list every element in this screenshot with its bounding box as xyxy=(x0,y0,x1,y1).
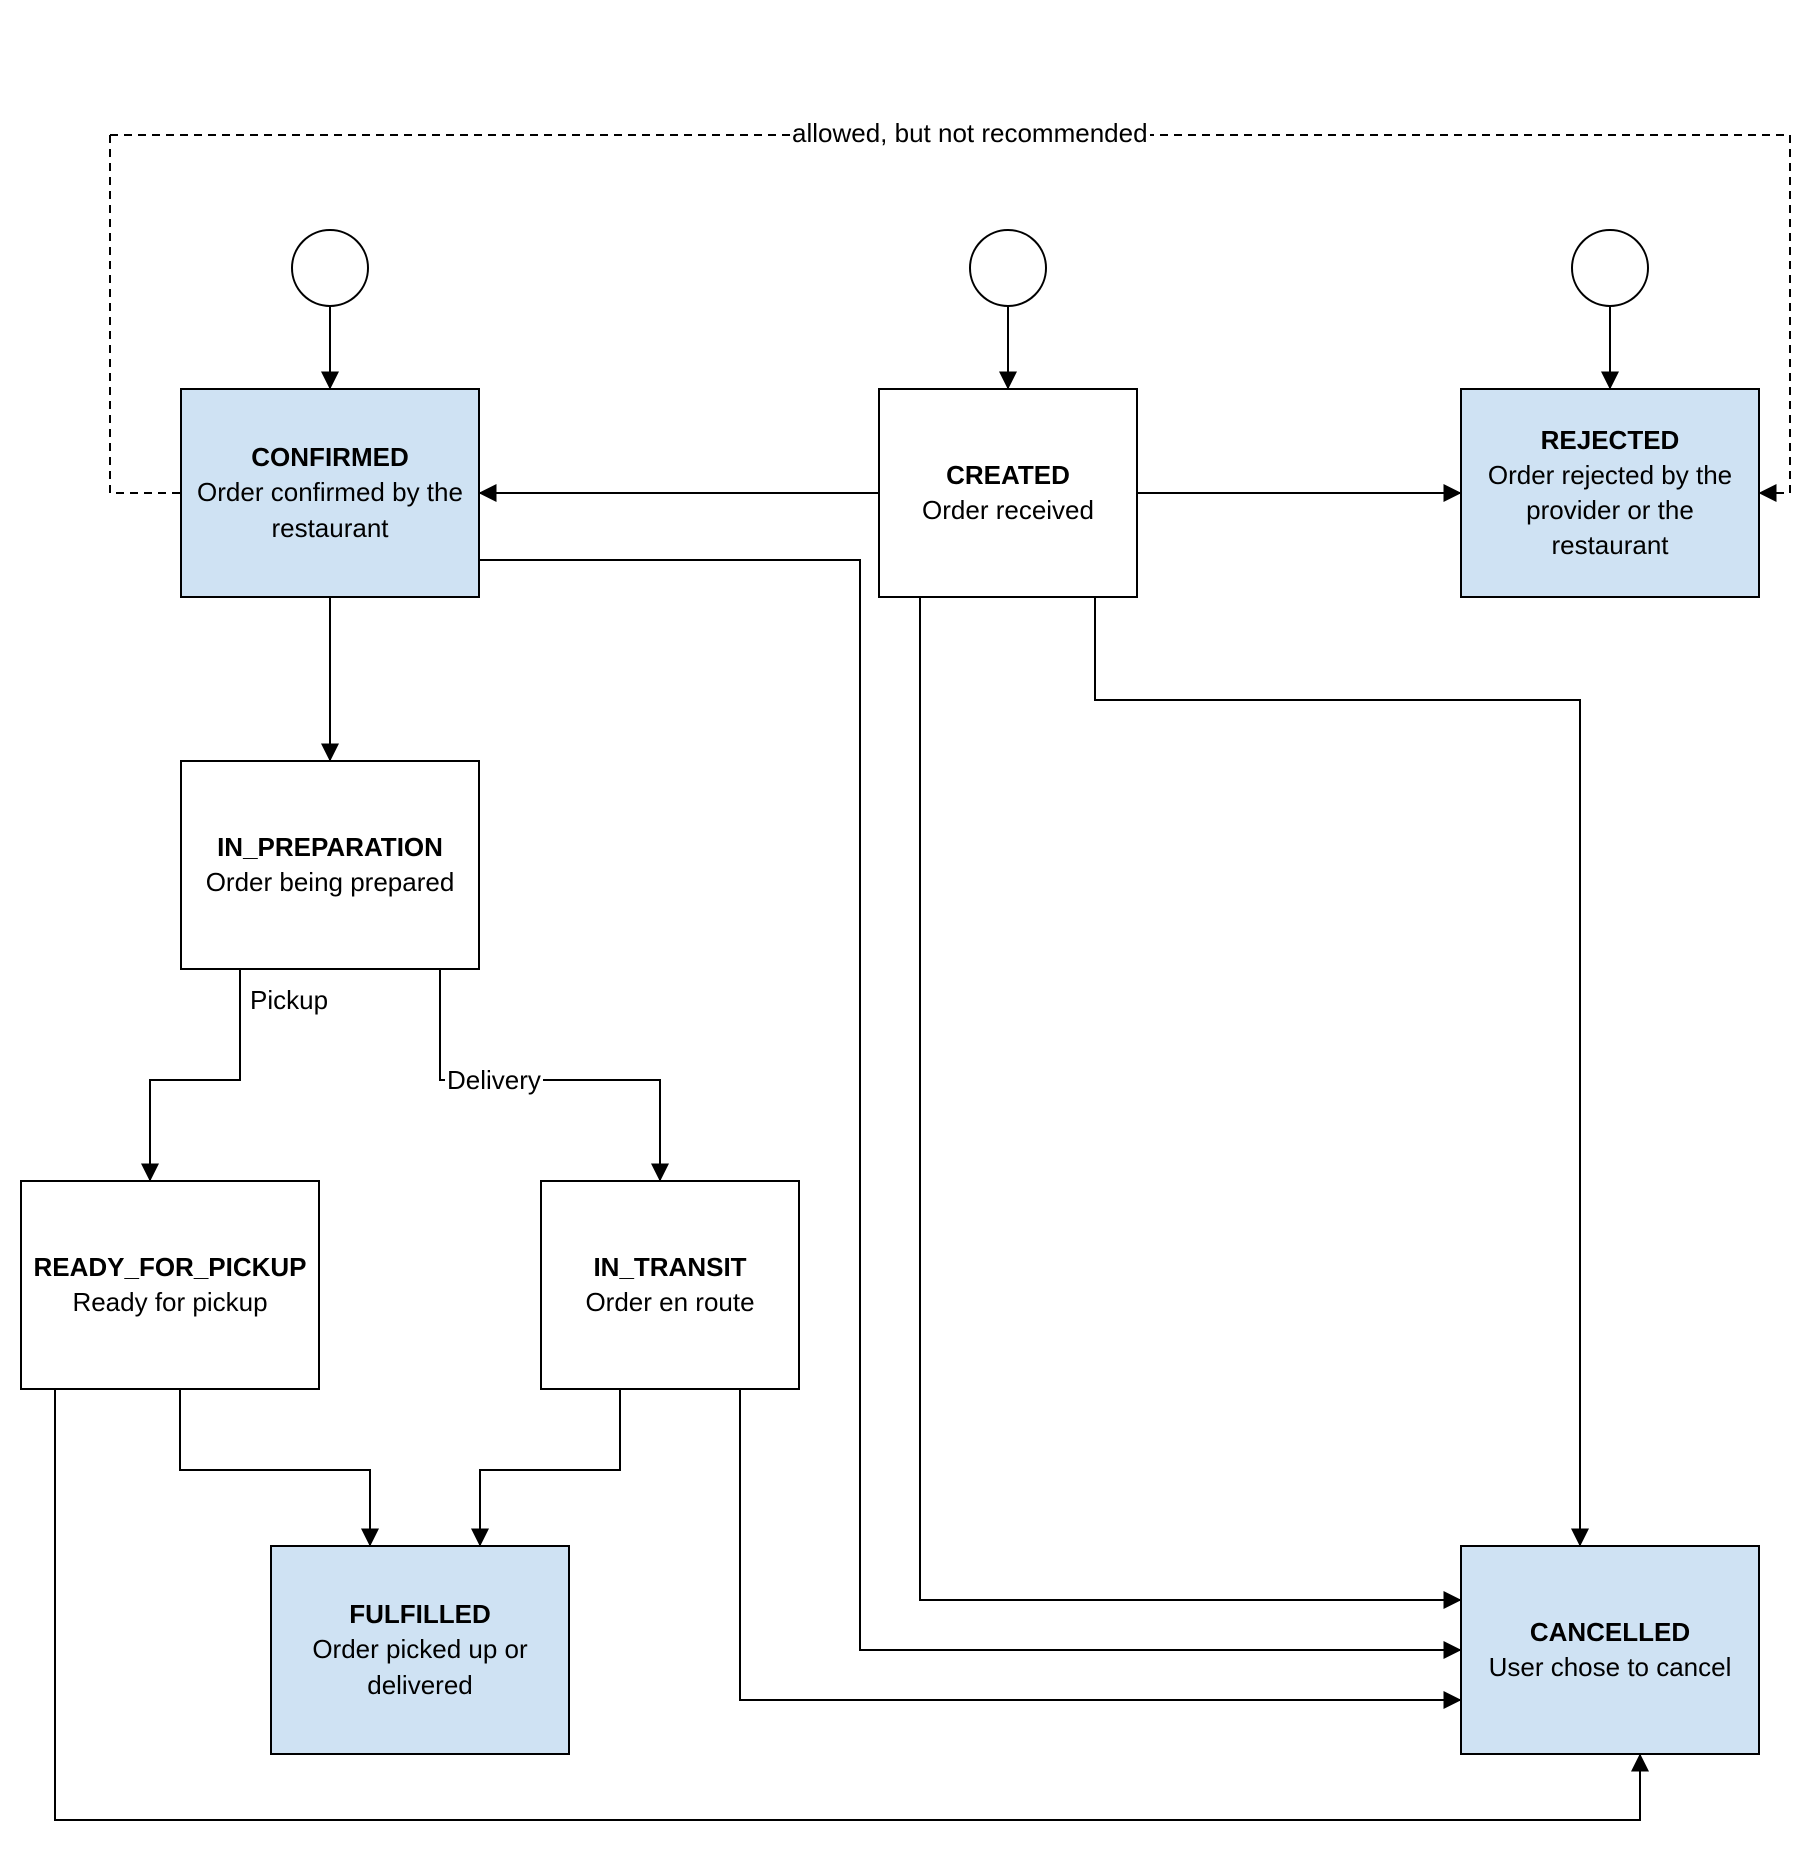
edge-label-pickup: Pickup xyxy=(248,985,330,1016)
node-confirmed: CONFIRMED Order confirmed by the restaur… xyxy=(180,388,480,598)
node-rejected: REJECTED Order rejected by the provider … xyxy=(1460,388,1760,598)
node-in-preparation-desc: Order being prepared xyxy=(206,865,455,900)
node-cancelled: CANCELLED User chose to cancel xyxy=(1460,1545,1760,1755)
node-rejected-title: REJECTED xyxy=(1541,423,1680,458)
node-cancelled-desc: User chose to cancel xyxy=(1489,1650,1732,1685)
node-in-preparation: IN_PREPARATION Order being prepared xyxy=(180,760,480,970)
node-created-desc: Order received xyxy=(922,493,1094,528)
node-in-transit-title: IN_TRANSIT xyxy=(593,1250,746,1285)
start-node-rejected xyxy=(1571,229,1649,307)
node-rejected-desc: Order rejected by the provider or the re… xyxy=(1472,458,1748,563)
node-created-title: CREATED xyxy=(946,458,1070,493)
node-in-transit: IN_TRANSIT Order en route xyxy=(540,1180,800,1390)
edge-label-delivery: Delivery xyxy=(445,1065,543,1096)
node-fulfilled: FULFILLED Order picked up or delivered xyxy=(270,1545,570,1755)
node-confirmed-desc: Order confirmed by the restaurant xyxy=(192,475,468,545)
start-node-confirmed xyxy=(291,229,369,307)
start-node-created xyxy=(969,229,1047,307)
node-in-preparation-title: IN_PREPARATION xyxy=(217,830,443,865)
diagram-canvas: CONFIRMED Order confirmed by the restaur… xyxy=(0,0,1816,1862)
node-created: CREATED Order received xyxy=(878,388,1138,598)
node-ready-for-pickup-title: READY_FOR_PICKUP xyxy=(33,1250,306,1285)
node-ready-for-pickup-desc: Ready for pickup xyxy=(72,1285,267,1320)
node-cancelled-title: CANCELLED xyxy=(1530,1615,1690,1650)
node-ready-for-pickup: READY_FOR_PICKUP Ready for pickup xyxy=(20,1180,320,1390)
edge-label-allowed: allowed, but not recommended xyxy=(790,118,1150,149)
node-fulfilled-title: FULFILLED xyxy=(349,1597,491,1632)
node-confirmed-title: CONFIRMED xyxy=(251,440,408,475)
node-fulfilled-desc: Order picked up or delivered xyxy=(282,1632,558,1702)
node-in-transit-desc: Order en route xyxy=(585,1285,754,1320)
